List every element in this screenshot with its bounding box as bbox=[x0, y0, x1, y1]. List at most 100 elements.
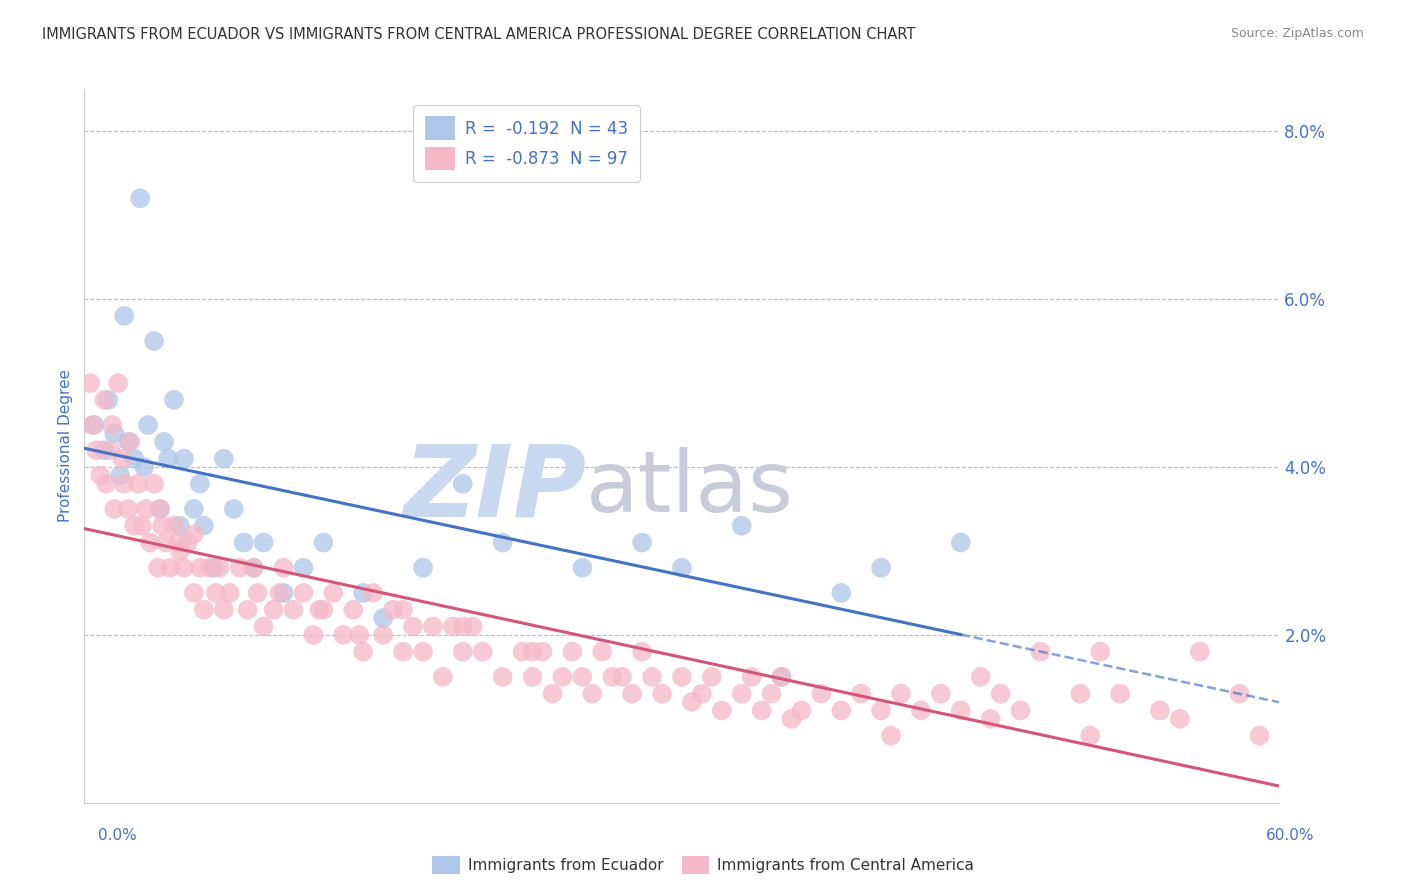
Point bbox=[120, 434, 142, 449]
Point bbox=[312, 535, 335, 549]
Point bbox=[382, 603, 405, 617]
Point bbox=[770, 670, 793, 684]
Point bbox=[1229, 687, 1251, 701]
Point bbox=[880, 729, 903, 743]
Point bbox=[135, 502, 157, 516]
Point bbox=[492, 670, 515, 684]
Point bbox=[127, 476, 149, 491]
Point bbox=[671, 560, 693, 574]
Y-axis label: Professional Degree: Professional Degree bbox=[58, 369, 73, 523]
Point bbox=[561, 645, 583, 659]
Point bbox=[541, 687, 564, 701]
Point bbox=[236, 603, 259, 617]
Point bbox=[129, 191, 152, 205]
Legend: R =  -0.192  N = 43, R =  -0.873  N = 97: R = -0.192 N = 43, R = -0.873 N = 97 bbox=[413, 104, 640, 182]
Point bbox=[700, 670, 723, 684]
Point bbox=[112, 309, 135, 323]
Point bbox=[631, 645, 654, 659]
Text: Source: ZipAtlas.com: Source: ZipAtlas.com bbox=[1230, 27, 1364, 40]
Point bbox=[157, 451, 180, 466]
Point bbox=[163, 392, 186, 407]
Point bbox=[93, 392, 115, 407]
Point bbox=[232, 535, 254, 549]
Point bbox=[471, 645, 494, 659]
Point bbox=[86, 443, 108, 458]
Point bbox=[222, 502, 245, 516]
Point bbox=[188, 560, 211, 574]
Point bbox=[890, 687, 912, 701]
Point bbox=[681, 695, 703, 709]
Point bbox=[1168, 712, 1191, 726]
Point bbox=[89, 468, 111, 483]
Text: ZIP: ZIP bbox=[404, 441, 586, 537]
Point bbox=[153, 434, 176, 449]
Point bbox=[82, 417, 104, 432]
Text: 0.0%: 0.0% bbox=[98, 828, 138, 843]
Point bbox=[1109, 687, 1132, 701]
Point bbox=[461, 619, 484, 633]
Point bbox=[1029, 645, 1052, 659]
Point bbox=[361, 586, 384, 600]
Text: 60.0%: 60.0% bbox=[1267, 828, 1315, 843]
Point bbox=[1188, 645, 1211, 659]
Point bbox=[229, 560, 252, 574]
Point bbox=[177, 535, 200, 549]
Point bbox=[1078, 729, 1101, 743]
Point bbox=[79, 376, 101, 390]
Point bbox=[910, 703, 932, 717]
Point bbox=[269, 586, 291, 600]
Point bbox=[451, 619, 474, 633]
Point bbox=[302, 628, 325, 642]
Point bbox=[591, 645, 613, 659]
Point bbox=[332, 628, 354, 642]
Point bbox=[970, 670, 993, 684]
Point bbox=[432, 670, 454, 684]
Text: atlas: atlas bbox=[586, 447, 794, 531]
Point bbox=[163, 518, 186, 533]
Point bbox=[980, 712, 1002, 726]
Point bbox=[103, 502, 125, 516]
Point bbox=[412, 645, 434, 659]
Point bbox=[96, 476, 118, 491]
Point bbox=[183, 527, 205, 541]
Point bbox=[242, 560, 264, 574]
Point bbox=[112, 476, 135, 491]
Point bbox=[263, 603, 285, 617]
Point bbox=[651, 687, 673, 701]
Point bbox=[761, 687, 783, 701]
Point bbox=[690, 687, 713, 701]
Point bbox=[1069, 687, 1091, 701]
Point bbox=[98, 443, 121, 458]
Point bbox=[308, 603, 330, 617]
Point bbox=[143, 334, 166, 348]
Point bbox=[139, 535, 162, 549]
Point bbox=[188, 476, 211, 491]
Point bbox=[202, 560, 225, 574]
Point bbox=[212, 451, 235, 466]
Point bbox=[143, 476, 166, 491]
Point bbox=[246, 586, 269, 600]
Point bbox=[312, 603, 335, 617]
Point bbox=[990, 687, 1012, 701]
Point bbox=[149, 502, 172, 516]
Point bbox=[122, 518, 145, 533]
Point bbox=[183, 502, 205, 516]
Point bbox=[731, 518, 754, 533]
Point bbox=[641, 670, 664, 684]
Point bbox=[710, 703, 733, 717]
Point bbox=[830, 703, 852, 717]
Point bbox=[208, 560, 231, 574]
Legend: Immigrants from Ecuador, Immigrants from Central America: Immigrants from Ecuador, Immigrants from… bbox=[426, 850, 980, 880]
Point bbox=[117, 502, 139, 516]
Point bbox=[212, 603, 235, 617]
Point bbox=[273, 560, 295, 574]
Point bbox=[253, 619, 276, 633]
Point bbox=[373, 628, 395, 642]
Point bbox=[1010, 703, 1032, 717]
Point bbox=[392, 603, 415, 617]
Point bbox=[107, 376, 129, 390]
Point bbox=[198, 560, 221, 574]
Point bbox=[205, 586, 228, 600]
Point bbox=[402, 619, 425, 633]
Point bbox=[167, 535, 190, 549]
